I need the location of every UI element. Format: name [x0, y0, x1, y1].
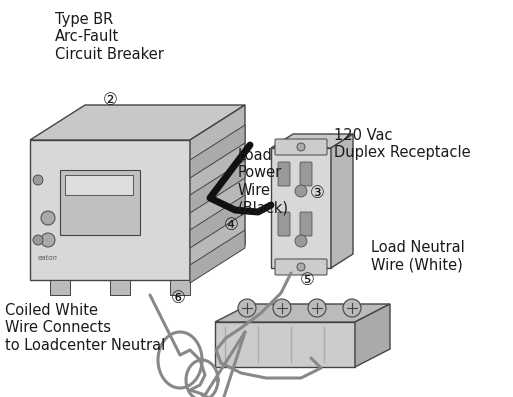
FancyBboxPatch shape — [170, 280, 190, 295]
FancyBboxPatch shape — [300, 162, 312, 186]
Circle shape — [308, 299, 326, 317]
FancyBboxPatch shape — [110, 280, 130, 295]
FancyBboxPatch shape — [278, 162, 290, 186]
FancyBboxPatch shape — [65, 175, 133, 195]
Circle shape — [297, 263, 305, 271]
FancyBboxPatch shape — [275, 139, 327, 155]
Text: eaton: eaton — [38, 255, 58, 261]
Text: Coiled White
Wire Connects
to Loadcenter Neutral: Coiled White Wire Connects to Loadcenter… — [5, 303, 165, 353]
Text: ③: ③ — [309, 184, 324, 202]
FancyBboxPatch shape — [275, 259, 327, 275]
Text: Load Neutral
Wire (White): Load Neutral Wire (White) — [371, 240, 465, 272]
Circle shape — [33, 235, 43, 245]
Circle shape — [41, 233, 55, 247]
FancyBboxPatch shape — [300, 212, 312, 236]
Polygon shape — [190, 125, 245, 178]
Polygon shape — [215, 322, 355, 367]
Text: ②: ② — [103, 91, 117, 109]
Polygon shape — [355, 304, 390, 367]
Text: ⑤: ⑤ — [300, 271, 314, 289]
Text: 120 Vac
Duplex Receptacle: 120 Vac Duplex Receptacle — [334, 128, 470, 160]
Polygon shape — [331, 134, 353, 268]
Polygon shape — [271, 148, 331, 268]
Circle shape — [295, 185, 307, 197]
Text: ④: ④ — [224, 216, 239, 234]
Circle shape — [343, 299, 361, 317]
Polygon shape — [30, 140, 190, 280]
Polygon shape — [190, 195, 245, 248]
Polygon shape — [190, 105, 245, 280]
Circle shape — [238, 299, 256, 317]
Text: Load
Power
Wire
(Black): Load Power Wire (Black) — [238, 148, 289, 215]
Text: Type BR
Arc-Fault
Circuit Breaker: Type BR Arc-Fault Circuit Breaker — [55, 12, 164, 62]
Polygon shape — [271, 134, 353, 148]
Circle shape — [297, 143, 305, 151]
Polygon shape — [215, 304, 390, 322]
Polygon shape — [30, 105, 245, 140]
Circle shape — [33, 175, 43, 185]
Text: ⑥: ⑥ — [170, 289, 185, 307]
Polygon shape — [190, 160, 245, 213]
FancyBboxPatch shape — [278, 212, 290, 236]
Circle shape — [295, 235, 307, 247]
FancyBboxPatch shape — [60, 170, 140, 235]
Polygon shape — [190, 230, 245, 283]
FancyBboxPatch shape — [50, 280, 70, 295]
Circle shape — [41, 211, 55, 225]
Circle shape — [273, 299, 291, 317]
